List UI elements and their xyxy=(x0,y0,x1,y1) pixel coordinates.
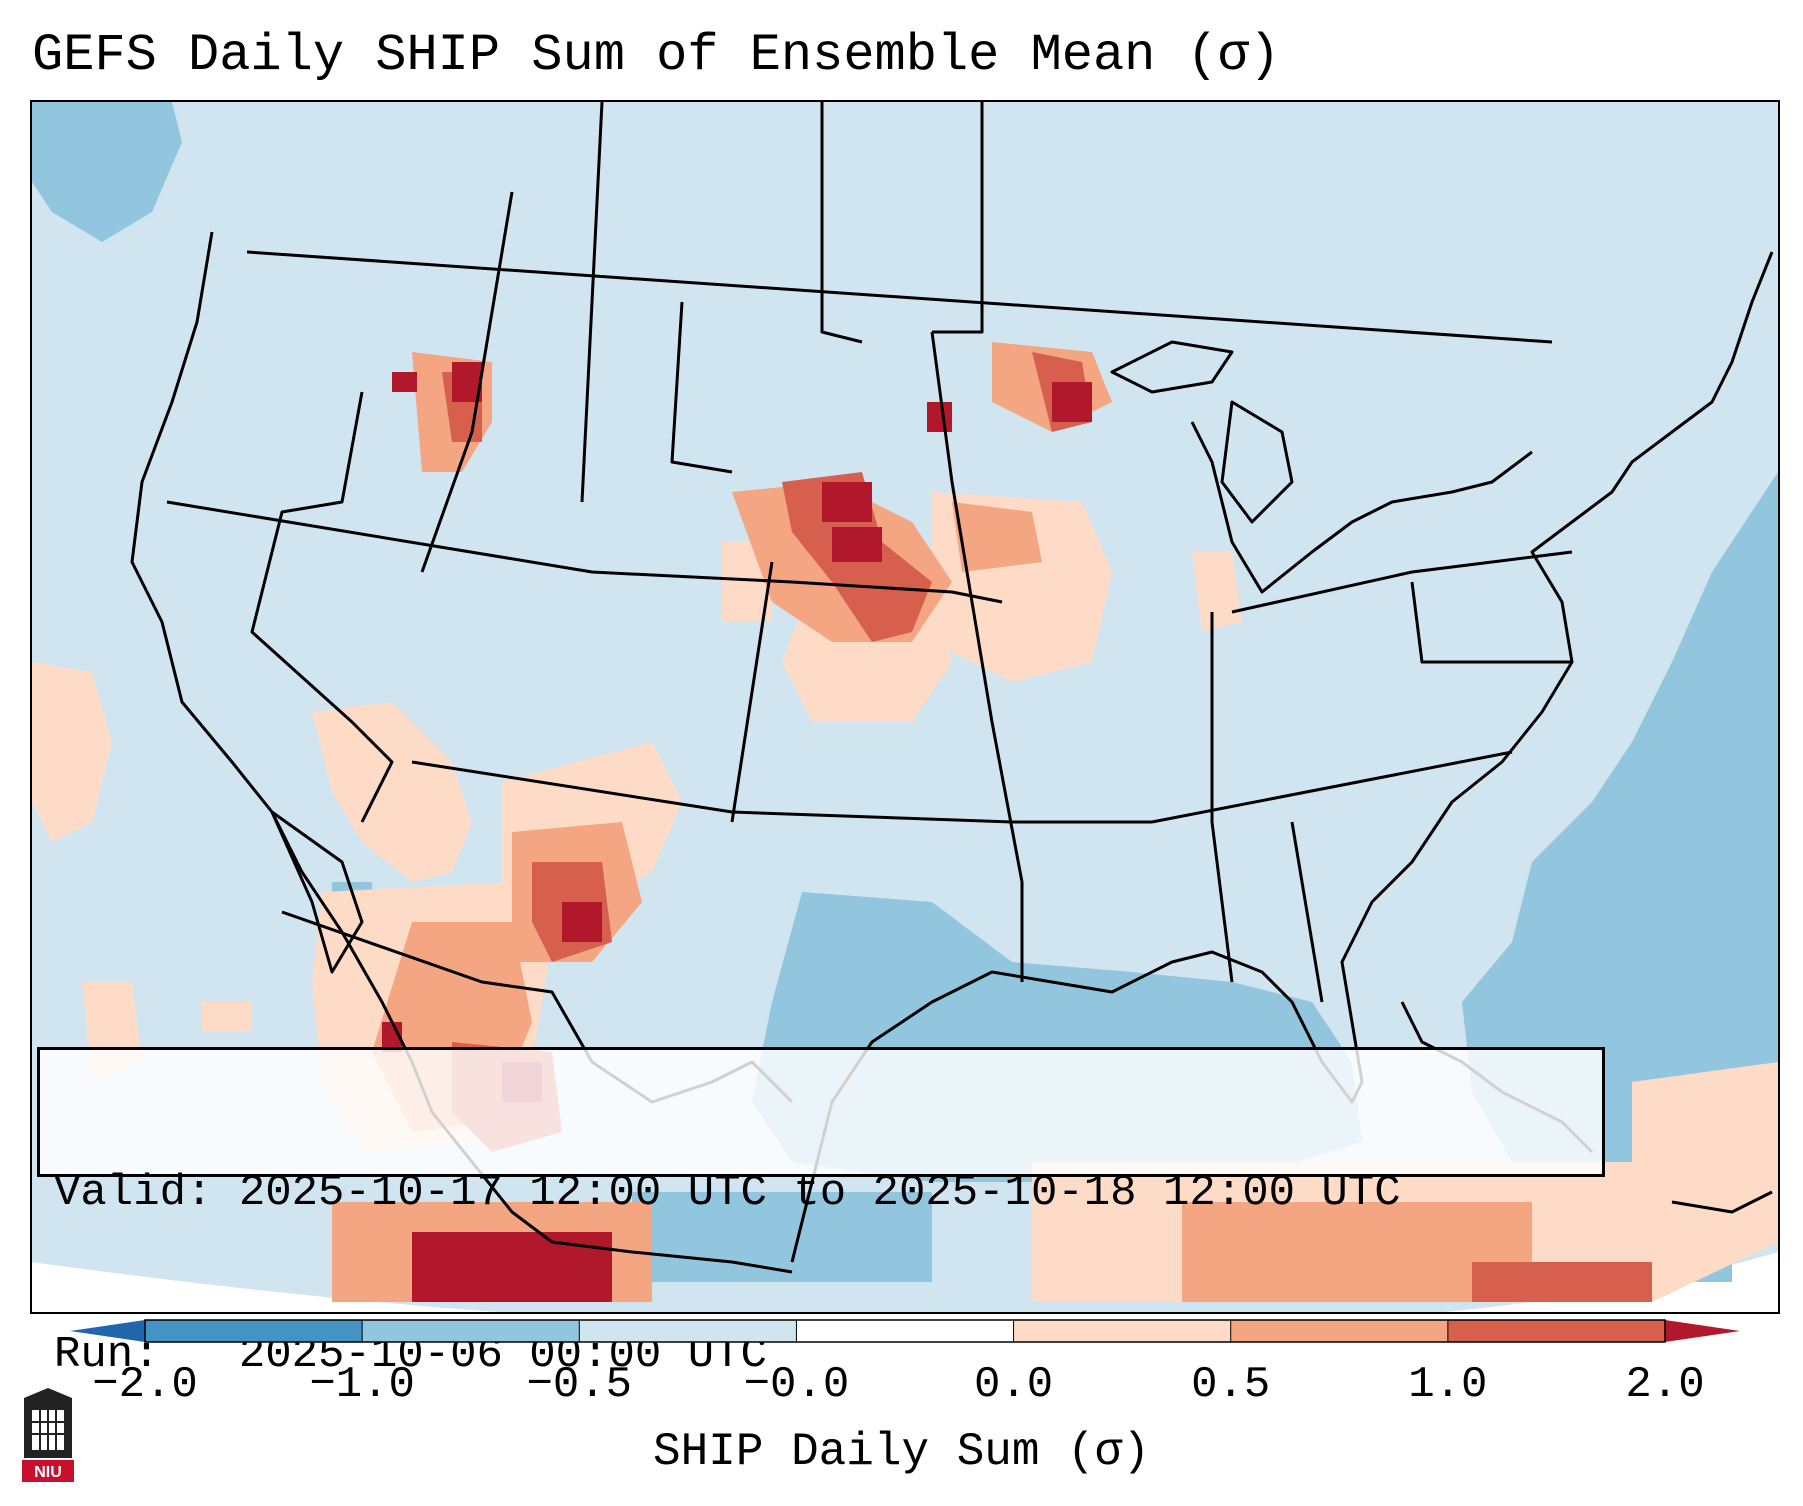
idaho-extreme xyxy=(452,362,482,402)
atlantic-low xyxy=(1462,472,1778,1162)
colorbar-segment xyxy=(1447,1320,1666,1342)
south-mexico-extreme xyxy=(412,1232,612,1302)
colorbar-tick-label: 1.0 xyxy=(1408,1360,1488,1410)
colorbar-segment xyxy=(362,1320,580,1342)
caribbean-strong xyxy=(1472,1262,1652,1302)
colorbar-tick-label: −1.0 xyxy=(309,1360,415,1410)
mississippi-east-border xyxy=(1210,612,1234,983)
colorbar-segment xyxy=(579,1320,797,1342)
ohio-border xyxy=(1231,550,1573,614)
pacific-nw-low xyxy=(32,102,182,242)
hispaniola-outline xyxy=(1671,1190,1773,1214)
colorado-west-border xyxy=(730,561,774,823)
iowa-mod xyxy=(952,502,1042,572)
boundaries xyxy=(130,102,1774,1274)
great-lakes-outline xyxy=(1190,421,1533,594)
oregon-extreme xyxy=(392,372,417,392)
nevada-border xyxy=(250,391,394,823)
niu-logo: NIU xyxy=(20,1388,76,1488)
colorbar-segments xyxy=(145,1320,1666,1342)
colorbar-tick-label: −2.0 xyxy=(92,1360,198,1410)
valid-time-text: Valid: 2025-10-17 12:00 UTC to 2025-10-1… xyxy=(54,1168,1401,1218)
baja-offshore-pos xyxy=(202,1002,252,1032)
colorbar-segment xyxy=(796,1320,1015,1342)
colorbar-tick-label: 2.0 xyxy=(1625,1360,1705,1410)
colorbar-ticks: −2.0 −1.0 −0.5 −0.0 0.0 0.5 1.0 2.0 xyxy=(0,1360,1803,1420)
border-line-a xyxy=(166,500,1003,604)
montana-wyoming-border xyxy=(580,102,604,503)
colorbar-tick-label: 0.5 xyxy=(1191,1360,1271,1410)
lake-superior xyxy=(1110,340,1234,394)
border-line-b xyxy=(411,760,1152,824)
minnesota-extreme xyxy=(1052,382,1092,422)
colorbar-canvas xyxy=(70,1319,1740,1343)
wyoming-border xyxy=(670,301,733,474)
colorbar xyxy=(70,1318,1740,1344)
pennsylvania-border xyxy=(1410,581,1572,664)
colorbar-tick-label: 0.0 xyxy=(973,1360,1054,1410)
pacific-coastline xyxy=(130,231,793,1274)
minnesota-north-border xyxy=(932,102,984,334)
colorbar-segment xyxy=(145,1320,363,1342)
colorbar-extend-low xyxy=(70,1320,145,1342)
colorbar-extend-high xyxy=(1665,1320,1740,1342)
dakota-border xyxy=(820,102,863,344)
lake-michigan xyxy=(1220,400,1294,524)
gulf-atlantic-coastline xyxy=(790,251,1774,1263)
idaho-montana-border xyxy=(420,191,514,573)
indiana-pos xyxy=(1192,552,1242,632)
arizona-pos xyxy=(312,702,472,882)
map-title: GEFS Daily SHIP Sum of Ensemble Mean (σ) xyxy=(32,26,1281,85)
colorbar-tick-label: −0.5 xyxy=(526,1360,633,1410)
niu-shield-icon: NIU xyxy=(22,1388,74,1482)
tennessee-border xyxy=(1151,750,1513,824)
nebraska-extreme xyxy=(822,482,872,522)
baja-peninsula xyxy=(270,810,364,974)
northern-border xyxy=(246,250,1553,344)
niu-logo-text: NIU xyxy=(34,1464,62,1481)
alabama-georgia-border xyxy=(1290,821,1324,1003)
projection-edge xyxy=(32,1252,1778,1312)
texas-extreme xyxy=(562,902,602,942)
central-meridian-border xyxy=(930,331,1024,982)
colorbar-label: SHIP Daily Sum (σ) xyxy=(653,1426,1150,1478)
valid-run-box: Valid: 2025-10-17 12:00 UTC to 2025-10-1… xyxy=(37,1047,1605,1380)
east-atlantic-pos xyxy=(1632,1062,1778,1162)
pacific-offshore-pos xyxy=(32,662,112,842)
colorbar-outline xyxy=(144,1319,1666,1343)
nebraska-extreme-2 xyxy=(832,527,882,562)
colorbar-segment xyxy=(1230,1320,1449,1342)
colorbar-segment xyxy=(1013,1320,1232,1342)
dakota-extreme xyxy=(927,402,952,432)
caribbean-mod xyxy=(1182,1202,1532,1302)
colorbar-tick-label: −0.0 xyxy=(743,1360,850,1410)
